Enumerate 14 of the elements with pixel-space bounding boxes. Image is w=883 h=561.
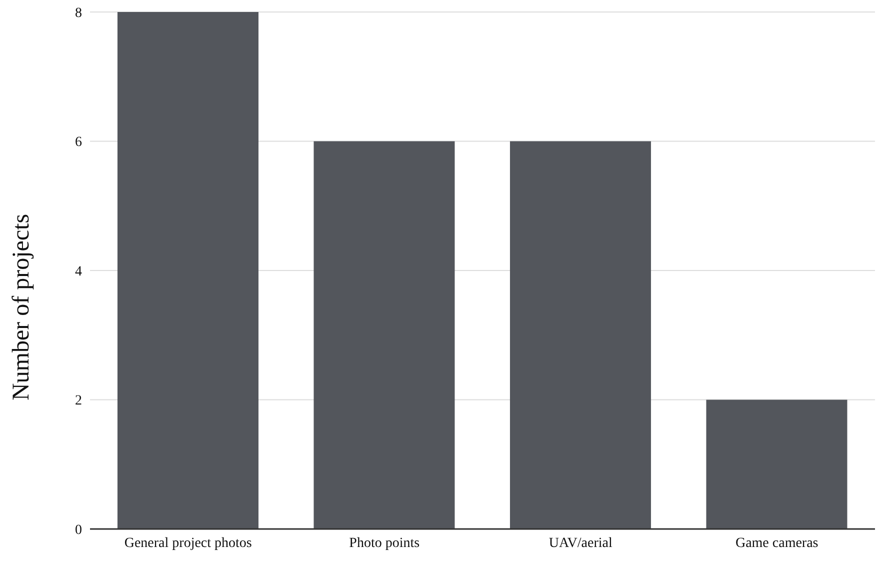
y-tick-label: 6 [75, 135, 82, 150]
bar [314, 141, 455, 529]
x-tick-label: Game cameras [735, 536, 818, 551]
bar [706, 400, 848, 529]
y-tick-label: 2 [75, 394, 82, 409]
x-tick-label: General project photos [124, 536, 252, 551]
y-tick-label: 0 [75, 522, 82, 538]
x-tick-label: UAV/aerial [548, 536, 612, 551]
bar [510, 141, 651, 529]
y-tick-label: 4 [75, 264, 82, 280]
y-tick-label: 8 [75, 6, 82, 21]
y-axis-title: Number of projects [8, 214, 35, 400]
bar [117, 12, 258, 529]
x-tick-label: Photo points [349, 536, 420, 551]
